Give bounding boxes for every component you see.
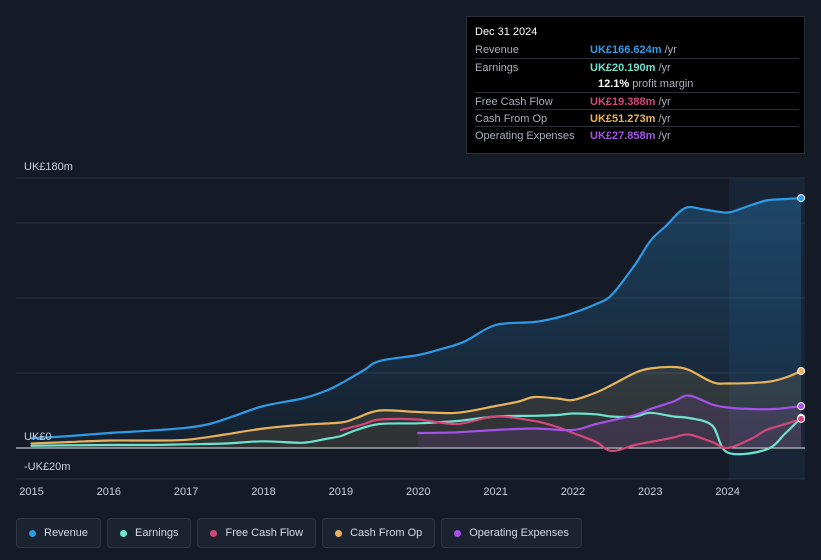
endpoint-revenue xyxy=(797,194,806,203)
x-axis-ticks: 2015 2016 2017 2018 2019 2020 2021 2022 2023 2024 xyxy=(19,486,740,498)
series-endpoints xyxy=(797,194,806,423)
x-tick-label: 2023 xyxy=(638,486,662,498)
legend-dot-icon xyxy=(120,529,128,537)
line-cfo xyxy=(30,365,803,445)
y-label-top: UK£180m xyxy=(24,161,73,173)
y-label-zero: UK£0 xyxy=(24,431,52,443)
x-tick-label: 2019 xyxy=(329,486,353,498)
x-tick-label: 2021 xyxy=(483,486,507,498)
tooltip-value: UK£166.624m /yr xyxy=(590,44,677,56)
legend-label: Revenue xyxy=(44,527,89,539)
x-tick-label: 2022 xyxy=(561,486,585,498)
legend-label: Cash From Op xyxy=(350,527,423,539)
tooltip-row-fcf: Free Cash Flow UK£19.388m /yr xyxy=(475,92,799,109)
legend-label: Earnings xyxy=(135,527,179,539)
endpoint-cfo xyxy=(797,367,806,376)
legend-label: Free Cash Flow xyxy=(225,527,304,539)
tooltip-row-cfo: Cash From Op UK£51.273m /yr xyxy=(475,109,799,126)
series-lines xyxy=(30,197,803,456)
line-fcf xyxy=(339,415,803,453)
tooltip-value: UK£19.388m /yr xyxy=(590,96,671,108)
x-tick-label: 2016 xyxy=(97,486,121,498)
x-tick-label: 2015 xyxy=(19,486,43,498)
tooltip-label: Operating Expenses xyxy=(475,130,575,142)
legend-item-fcf[interactable]: Free Cash Flow xyxy=(197,518,317,548)
legend-dot-icon xyxy=(210,529,218,537)
tooltip-value: UK£51.273m /yr xyxy=(590,113,671,125)
tooltip-row-earnings: Earnings UK£20.190m /yr xyxy=(475,58,799,75)
legend-item-earnings[interactable]: Earnings xyxy=(107,518,192,548)
tooltip-value: UK£20.190m /yr xyxy=(590,62,671,74)
tooltip-label: Revenue xyxy=(475,44,520,56)
legend-dot-icon xyxy=(335,529,343,537)
legend-item-revenue[interactable]: Revenue xyxy=(16,518,102,548)
tooltip-date: Dec 31 2024 xyxy=(475,26,538,38)
legend-item-opex[interactable]: Operating Expenses xyxy=(441,518,582,548)
tooltip-row-opex: Operating Expenses UK£27.858m /yr xyxy=(475,126,799,143)
legend-item-cfo[interactable]: Cash From Op xyxy=(322,518,436,548)
legend: Revenue Earnings Free Cash Flow Cash Fro… xyxy=(16,518,582,548)
tooltip-label: Free Cash Flow xyxy=(475,96,553,108)
x-tick-label: 2020 xyxy=(406,486,430,498)
y-label-bottom: -UK£20m xyxy=(24,461,70,473)
series-areas xyxy=(31,198,802,448)
endpoint-opex xyxy=(797,402,806,411)
tooltip-row-revenue: Revenue UK£166.624m /yr xyxy=(475,41,799,58)
x-tick-label: 2024 xyxy=(715,486,739,498)
tooltip-value: UK£27.858m /yr xyxy=(590,130,671,142)
legend-dot-icon xyxy=(29,529,36,537)
x-tick-label: 2017 xyxy=(174,486,198,498)
tooltip-panel: Dec 31 2024 Revenue UK£166.624m /yr Earn… xyxy=(466,16,805,154)
tooltip-label: Earnings xyxy=(475,62,519,74)
line-opex xyxy=(417,394,803,435)
chart-area: 2015 2016 2017 2018 2019 2020 2021 2022 2023 2024… xyxy=(16,161,806,498)
tooltip-row-margin: 12.1% profit margin xyxy=(475,75,799,92)
legend-label: Operating Expenses xyxy=(469,527,569,539)
line-revenue xyxy=(30,197,803,440)
legend-dot-icon xyxy=(454,529,462,537)
profit-margin: 12.1% profit margin xyxy=(598,78,694,90)
tooltip-label: Cash From Op xyxy=(475,113,548,125)
x-tick-label: 2018 xyxy=(251,486,275,498)
endpoint-fcf xyxy=(797,414,806,423)
